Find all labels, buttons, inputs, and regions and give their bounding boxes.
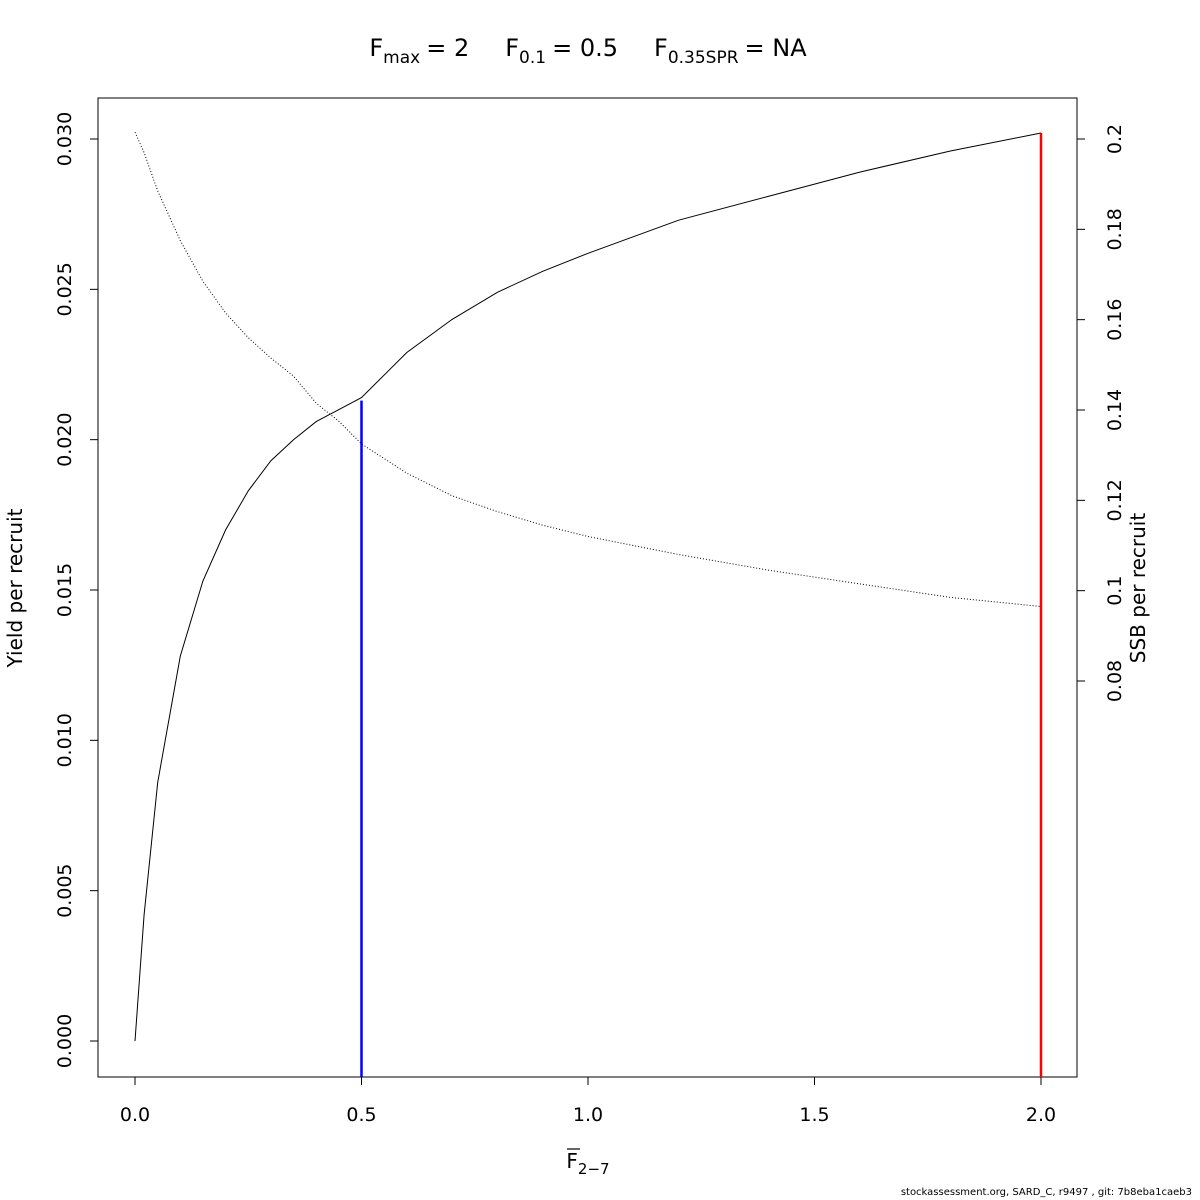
title-subscript: 0.35SPR — [668, 48, 739, 68]
x-tick-label: 1.5 — [799, 1104, 829, 1126]
x-tick-label: 2.0 — [1026, 1104, 1056, 1126]
title-symbol: F — [369, 34, 383, 62]
chart-title-text: Fmax = 2 F0.1 = 0.5 F0.35SPR = NA — [369, 34, 807, 68]
title-symbol: F — [654, 34, 668, 62]
title-value: = 2 — [426, 34, 469, 62]
y-right-tick-label: 0.2 — [1104, 124, 1126, 154]
y-left-tick-label: 0.020 — [54, 412, 76, 466]
y-left-tick-label: 0.025 — [54, 262, 76, 316]
y-left-tick-label: 0.005 — [54, 863, 76, 917]
y-right-tick-label: 0.08 — [1104, 660, 1126, 702]
y-axis-right: 0.08 0.1 0.12 0.14 0.16 0.18 0.2 — [1076, 124, 1126, 702]
y-left-tick-label: 0.010 — [54, 713, 76, 767]
footer-credit: stockassessment.org, SARD_C, r9497 , git… — [900, 1187, 1192, 1198]
y-right-tick-label: 0.18 — [1104, 208, 1126, 250]
ssb-per-recruit-line — [134, 131, 1042, 607]
y-left-tick-label: 0.000 — [54, 1014, 76, 1068]
title-symbol: F — [505, 34, 519, 62]
title-value: = 0.5 — [552, 34, 618, 62]
plot-frame — [97, 97, 1078, 1078]
series-group — [134, 131, 1042, 1042]
x-axis: 0.0 0.5 1.0 1.5 2.0 — [120, 1076, 1056, 1126]
y-left-label: Yield per recruit — [3, 508, 27, 668]
x-axis-label: F2−7 — [566, 1149, 609, 1178]
x-label-symbol: F — [566, 1149, 578, 1173]
x-tick-label: 0.5 — [346, 1104, 376, 1126]
y-right-tick-label: 0.14 — [1104, 389, 1126, 431]
title-subscript: max — [383, 48, 420, 68]
y-right-tick-label: 0.12 — [1104, 479, 1126, 521]
x-label-subscript: 2−7 — [578, 1160, 610, 1178]
y-right-tick-label: 0.16 — [1104, 299, 1126, 341]
reference-lines — [360, 132, 1043, 1077]
title-value: = NA — [745, 34, 808, 62]
y-axis-left: 0.000 0.005 0.010 0.015 0.020 0.025 0.030 — [54, 112, 99, 1068]
y-right-label: SSB per recruit — [1126, 513, 1150, 664]
x-tick-label: 0.0 — [120, 1104, 150, 1126]
y-left-tick-label: 0.015 — [54, 563, 76, 617]
title-subscript: 0.1 — [519, 48, 546, 68]
yield-per-recruit-line — [134, 132, 1042, 1042]
x-tick-label: 1.0 — [573, 1104, 603, 1126]
axis-labels: Yield per recruit SSB per recruit F2−7 — [3, 508, 1150, 1178]
y-right-tick-label: 0.1 — [1104, 576, 1126, 606]
y-left-tick-label: 0.030 — [54, 112, 76, 166]
chart-title: Fmax = 2 F0.1 = 0.5 F0.35SPR = NA — [369, 34, 807, 68]
